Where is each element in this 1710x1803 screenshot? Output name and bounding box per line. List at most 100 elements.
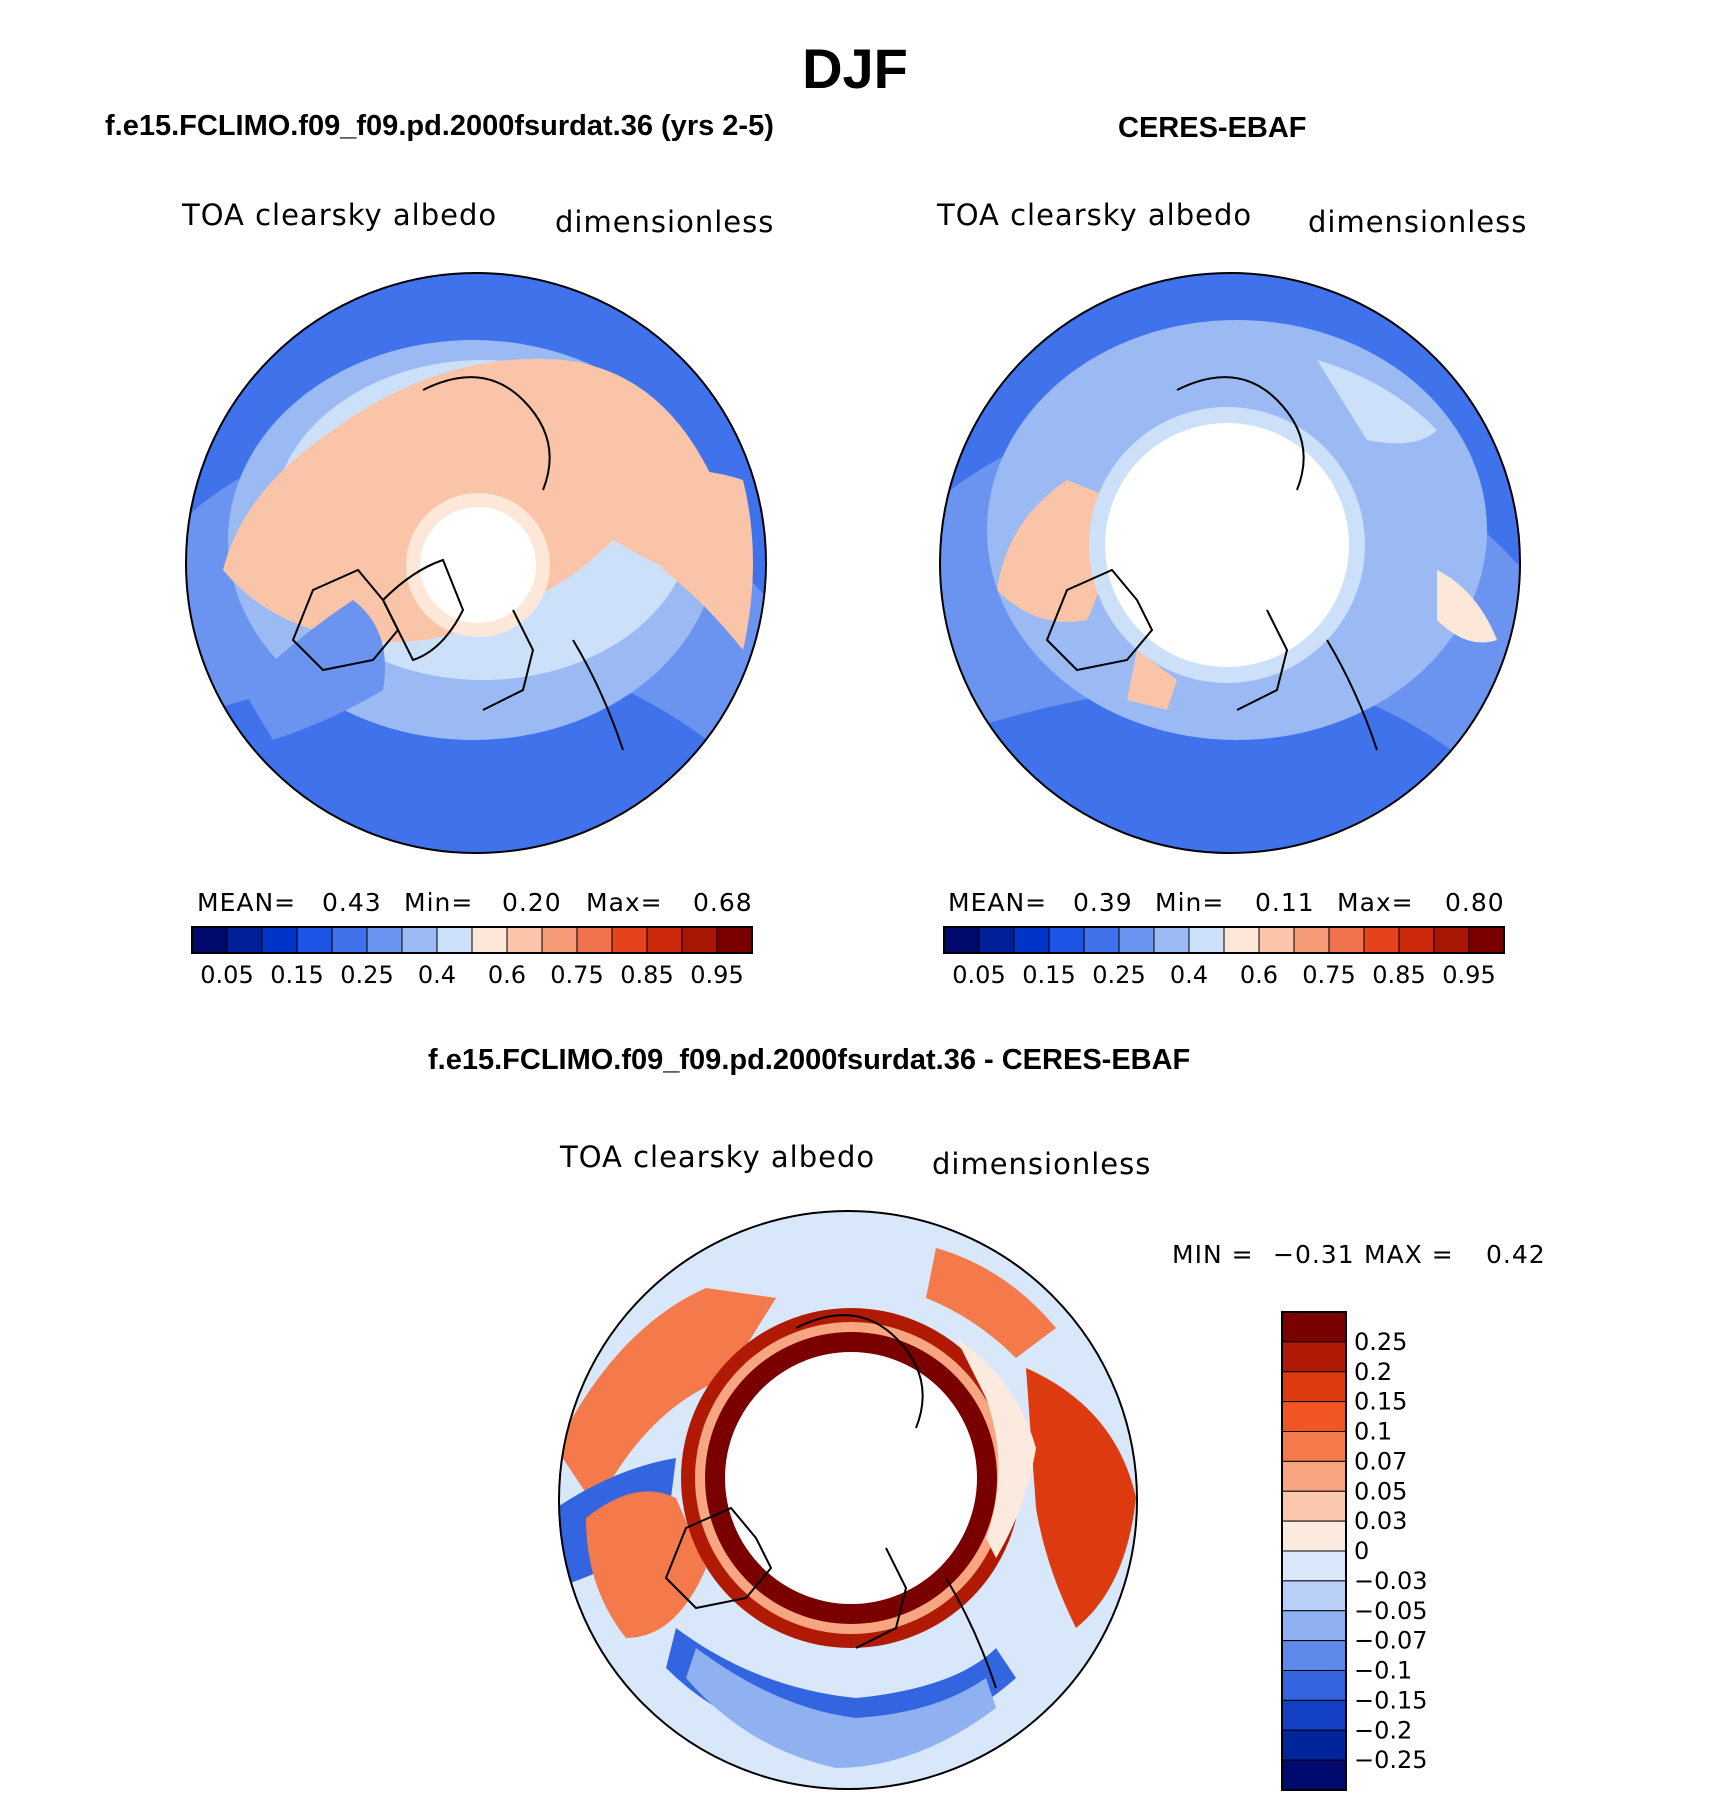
colorbar-tick-label: 0.25 (1092, 961, 1145, 989)
colorbar-box (1433, 926, 1470, 954)
colorbar-box (1281, 1550, 1347, 1582)
panel-obs-variable: TOA clearsky albedo (937, 198, 1253, 232)
colorbar-box (1281, 1759, 1347, 1791)
colorbar-tick-label: 0.75 (550, 961, 603, 989)
colorbar-tick-label: 0.85 (1372, 961, 1425, 989)
panel-obs-colorbar: 0.05 0.15 0.25 0.4 0.6 0.75 0.85 0.95 (943, 926, 1505, 989)
colorbar-box (541, 926, 578, 954)
colorbar-tick-label: 0.05 (200, 961, 253, 989)
panel-obs-units: dimensionless (1308, 205, 1528, 239)
panel-model-mean-label: MEAN= (197, 888, 297, 917)
panel-model-map (185, 272, 767, 854)
panel-model-mean: 0.43 (322, 888, 382, 917)
colorbar-box (1118, 926, 1155, 954)
colorbar-box (1281, 1610, 1347, 1642)
panel-diff-min-label: MIN = (1172, 1240, 1254, 1269)
colorbar-tick-label: −0.15 (1354, 1686, 1428, 1714)
colorbar-box (1281, 1401, 1347, 1432)
colorbar-box (1281, 1520, 1347, 1552)
coastline (291, 568, 400, 672)
colorbar-box (1281, 1640, 1347, 1671)
colorbar-box (1281, 1371, 1347, 1403)
colorbar-box (1468, 926, 1505, 954)
colorbar-box (1281, 1431, 1347, 1462)
colorbar-box (296, 926, 333, 954)
colorbar-box (716, 926, 753, 954)
colorbar-box (506, 926, 543, 954)
panel-diff-colorbar: 0.250.20.150.10.070.050.030−0.03−0.05−0.… (1281, 1311, 1428, 1791)
colorbar-box (226, 926, 263, 954)
page-title: DJF (802, 37, 908, 100)
colorbar-box (943, 926, 980, 954)
colorbar-tick-label: 0.15 (270, 961, 323, 989)
colorbar-box (1281, 1311, 1347, 1343)
colorbar-box (331, 926, 368, 954)
panel-obs-max: 0.80 (1445, 888, 1505, 917)
colorbar-tick-label: −0.03 (1354, 1567, 1428, 1595)
colorbar-box (1281, 1580, 1347, 1612)
colorbar-box (1328, 926, 1365, 954)
colorbar-tick-label: 0.2 (1354, 1358, 1392, 1386)
panel-model-units: dimensionless (555, 205, 775, 239)
colorbar-box (1281, 1490, 1347, 1522)
panel-model-subtitle: f.e15.FCLIMO.f09_f09.pd.2000fsurdat.36 (… (105, 110, 774, 142)
colorbar-box (1293, 926, 1330, 954)
panel-model-variable: TOA clearsky albedo (182, 198, 498, 232)
colorbar-box (1153, 926, 1190, 954)
colorbar-tick-label: 0 (1354, 1537, 1369, 1565)
colorbar-tick-label: 0.85 (620, 961, 673, 989)
colorbar-tick-label: 0.75 (1302, 961, 1355, 989)
panel-diff-units: dimensionless (932, 1147, 1152, 1181)
panel-obs-map (939, 272, 1521, 854)
panel-diff-variable: TOA clearsky albedo (560, 1140, 876, 1174)
colorbar-tick-label: 0.07 (1354, 1447, 1407, 1475)
colorbar-box (681, 926, 718, 954)
colorbar-box (1188, 926, 1225, 954)
panel-obs-mean: 0.39 (1073, 888, 1133, 917)
colorbar-box (1223, 926, 1260, 954)
panel-diff-subtitle: f.e15.FCLIMO.f09_f09.pd.2000fsurdat.36 -… (428, 1044, 1191, 1076)
colorbar-tick-label: 0.95 (1442, 961, 1495, 989)
colorbar-tick-label: −0.25 (1354, 1746, 1428, 1774)
colorbar-tick-label: 0.15 (1354, 1388, 1407, 1416)
colorbar-box (1398, 926, 1435, 954)
colorbar-box (1083, 926, 1120, 954)
colorbar-tick-label: 0.1 (1354, 1418, 1392, 1446)
panel-model-min-label: Min= (404, 888, 474, 917)
colorbar-tick-label: −0.1 (1354, 1657, 1412, 1685)
colorbar-box (1258, 926, 1295, 954)
colorbar-tick-label: 0.6 (488, 961, 526, 989)
colorbar-tick-label: 0.05 (952, 961, 1005, 989)
panel-model-max-label: Max= (586, 888, 663, 917)
panel-obs-mean-label: MEAN= (948, 888, 1048, 917)
colorbar-box (1281, 1460, 1347, 1492)
colorbar-box (1048, 926, 1085, 954)
colorbar-tick-label: 0.4 (1170, 961, 1208, 989)
colorbar-box (978, 926, 1015, 954)
colorbar-tick-label: −0.07 (1354, 1627, 1428, 1655)
colorbar-box (1281, 1341, 1347, 1373)
colorbar-tick-label: 0.6 (1240, 961, 1278, 989)
panel-diff-min: −0.31 (1273, 1240, 1355, 1269)
panel-diff-max-label: MAX = (1364, 1240, 1454, 1269)
colorbar-box (471, 926, 508, 954)
colorbar-tick-label: −0.2 (1354, 1716, 1412, 1744)
panel-diff-map (558, 1210, 1138, 1790)
panel-obs-min: 0.11 (1255, 888, 1315, 917)
colorbar-box (646, 926, 683, 954)
coastline (664, 1506, 773, 1610)
land-high-albedo (997, 480, 1117, 622)
colorbar-box (576, 926, 613, 954)
colorbar-box (1281, 1670, 1347, 1701)
colorbar-box (261, 926, 298, 954)
colorbar-tick-label: 0.03 (1354, 1507, 1407, 1535)
colorbar-tick-label: 0.95 (690, 961, 743, 989)
colorbar-box (1013, 926, 1050, 954)
colorbar-tick-label: −0.05 (1354, 1597, 1428, 1625)
panel-diff-max: 0.42 (1486, 1240, 1546, 1269)
colorbar-tick-label: 0.05 (1354, 1477, 1407, 1505)
colorbar-tick-label: 0.15 (1022, 961, 1075, 989)
colorbar-box (611, 926, 648, 954)
colorbar-box (366, 926, 403, 954)
colorbar-box (1281, 1699, 1347, 1731)
